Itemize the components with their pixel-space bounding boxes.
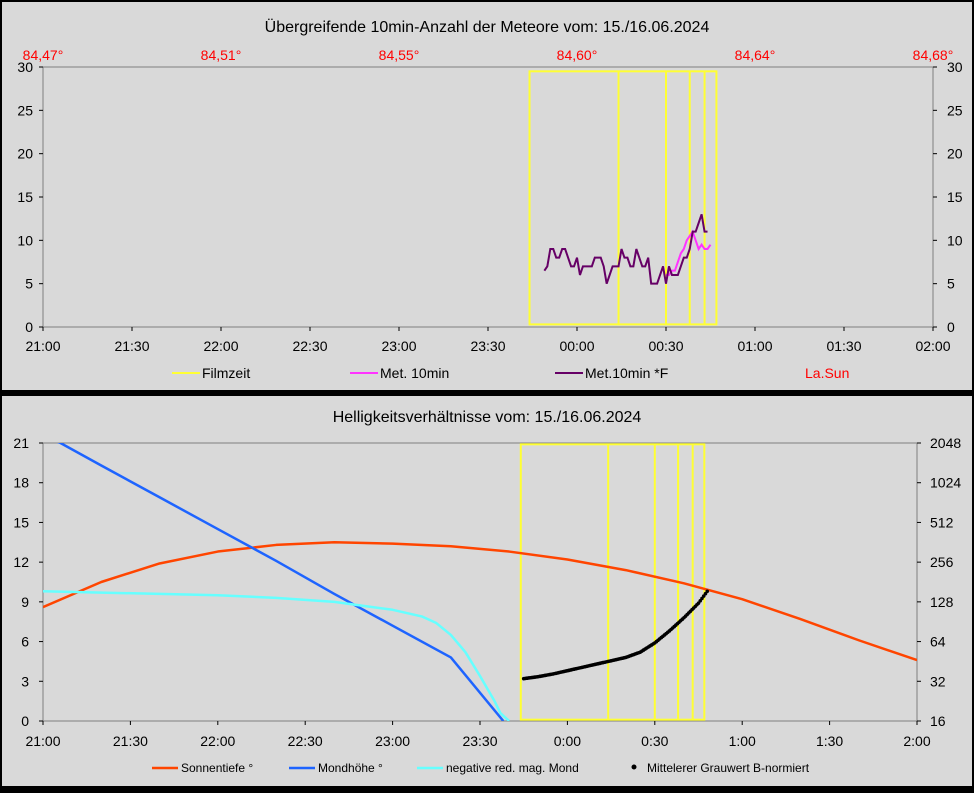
y-tick-label-right: 25 [947,102,963,118]
legend-label-sonnentiefe: Sonnentiefe ° [181,761,253,775]
y2-tick-label: 512 [930,514,954,530]
x-tick-label: 0:30 [641,733,668,749]
y2-tick-label: 128 [930,594,954,610]
mondhoehe-line [56,443,505,721]
x-tick-label: 23:30 [462,733,497,749]
legend-swatch-grauwert [631,764,637,770]
plot-area-1 [42,66,934,328]
y-tick-label-left: 6 [21,634,29,650]
y-tick-label-left: 20 [17,146,33,162]
y-tick-label-left: 21 [13,435,29,451]
met-10min-line [666,229,712,276]
film-time-box [528,70,718,326]
grauwert-point [705,589,710,594]
film-time-box [519,443,706,721]
y-tick-label-right: 15 [947,189,963,205]
y2-tick-label: 16 [930,713,946,729]
y-tick-label-left: 15 [17,189,33,205]
y-tick-label-left: 25 [17,102,33,118]
top-axis-label: 84,47° [23,47,64,63]
chart-1-axes: 0 0 5 5 10 10 15 15 20 20 25 25 30 30 21:00 21:30 22:00 2… [17,47,962,354]
legend-label-met-10min-f: Met.10min *F [585,365,668,381]
y-tick-label-left: 5 [25,276,33,292]
top-axis-label: 84,60° [557,47,598,63]
legend-label-mond-mag: negative red. mag. Mond [446,761,579,775]
plot-area-2 [42,442,918,722]
y2-tick-label: 256 [930,554,954,570]
x-tick-label: 01:00 [737,338,772,354]
chart-1-legend: Filmzeit Met. 10min Met.10min *F La.Sun [172,365,849,381]
meteor-series [543,214,712,285]
x-tick-label: 02:00 [915,338,950,354]
x-tick-label: 0:00 [554,733,581,749]
x-tick-label: 00:00 [559,338,594,354]
x-tick-label: 23:00 [381,338,416,354]
y-tick-label-left: 3 [21,673,29,689]
legend-label-met-10min: Met. 10min [380,365,449,381]
x-tick-label: 21:30 [114,338,149,354]
brightness-panel: Helligkeitsverhältnisse vom: 15./16.06.2… [2,396,972,786]
meteor-count-panel: Übergreifende 10min-Anzahl der Meteore v… [2,2,972,390]
y-tick-label-right: 30 [947,59,963,75]
x-tick-label: 1:00 [729,733,756,749]
x-tick-label: 21:30 [113,733,148,749]
chart-2-legend: Sonnentiefe ° Mondhöhe ° negative red. m… [152,761,810,775]
legend-label-grauwert: Mittelerer Grauwert B-normiert [647,761,810,775]
chart-1-title: Übergreifende 10min-Anzahl der Meteore v… [265,18,710,36]
top-axis-label: 84,64° [735,47,776,63]
top-axis-label: 84,68° [913,47,954,63]
y-tick-label-right: 5 [947,276,955,292]
legend-label-la-sun: La.Sun [805,365,849,381]
x-tick-label: 22:00 [200,733,235,749]
brightness-series-clip [43,443,917,721]
x-tick-label: 22:30 [288,733,323,749]
y-tick-label-left: 9 [21,594,29,610]
x-tick-label: 01:30 [826,338,861,354]
y-tick-label-left: 18 [13,475,29,491]
y-tick-label-left: 30 [17,59,33,75]
y2-tick-label: 32 [930,673,946,689]
x-tick-label: 2:00 [903,733,930,749]
y-tick-label-left: 0 [21,713,29,729]
y2-tick-label: 1024 [930,475,961,491]
mond-mag-line [43,590,510,721]
y-tick-label-left: 12 [13,554,29,570]
y2-tick-label: 64 [930,634,946,650]
brightness-series [43,443,917,721]
sonnentiefe-line [43,541,917,662]
x-tick-label: 23:30 [470,338,505,354]
y-tick-label-right: 20 [947,146,963,162]
x-tick-label: 22:00 [203,338,238,354]
y-tick-label-right: 0 [947,319,955,335]
chart-2-axes: 0 16 3 32 6 64 9 128 12 256 15 512 18 1024 21 2048 21:00… [13,435,961,749]
top-axis-label: 84,55° [379,47,420,63]
x-tick-label: 00:30 [648,338,683,354]
legend-label-filmzeit: Filmzeit [202,365,250,381]
y2-tick-label: 2048 [930,435,961,451]
y-tick-label-right: 10 [947,232,963,248]
y-tick-label-left: 10 [17,232,33,248]
x-tick-label: 21:00 [25,338,60,354]
x-tick-label: 21:00 [25,733,60,749]
x-tick-label: 23:00 [375,733,410,749]
x-tick-label: 1:30 [816,733,843,749]
chart-2-title: Helligkeitsverhältnisse vom: 15./16.06.2… [333,409,642,426]
y-tick-label-left: 15 [13,514,29,530]
legend-label-mondhoehe: Mondhöhe ° [318,761,383,775]
x-tick-label: 22:30 [292,338,327,354]
y-tick-label-left: 0 [25,319,33,335]
top-axis-label: 84,51° [201,47,242,63]
met-10min-f-line [543,214,708,285]
